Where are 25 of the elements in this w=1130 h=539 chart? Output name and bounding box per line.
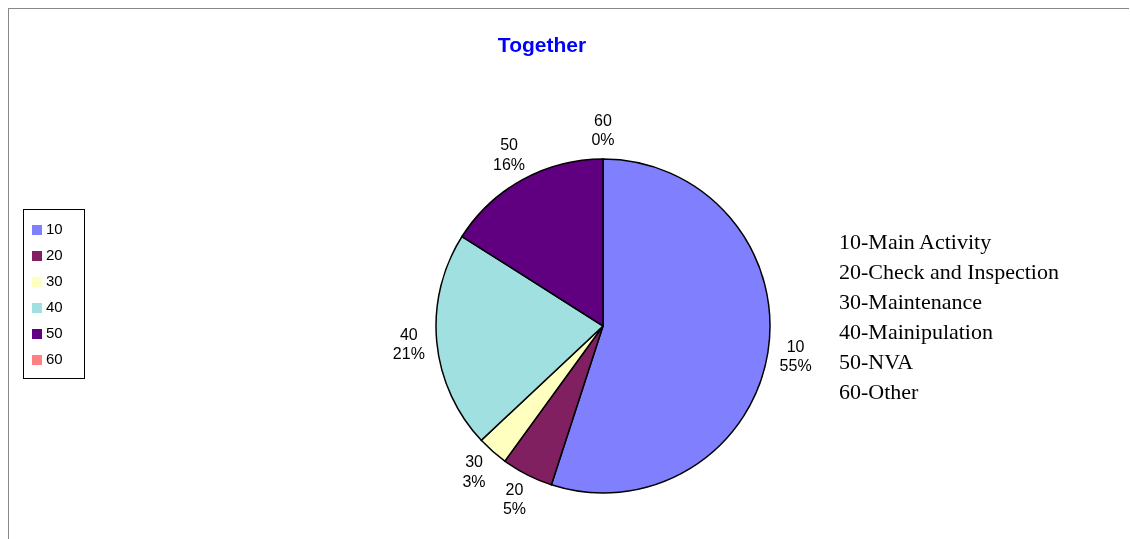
legend-label: 20 <box>46 246 63 263</box>
text: 20-Check and Inspection <box>839 258 1059 286</box>
chart-title: Together <box>496 33 588 57</box>
slice-label: 50 <box>500 136 519 154</box>
slice-label: 20 <box>505 480 524 498</box>
legend-label: 10 <box>46 220 63 237</box>
text: 60-Other <box>839 378 920 406</box>
text: 50-NVA <box>839 348 915 376</box>
legend-label: 50 <box>46 324 63 341</box>
data-label: 5% <box>502 500 527 518</box>
text: 40-Mainipulation <box>839 318 994 346</box>
data-label: 21% <box>392 344 425 362</box>
legend-label: 30 <box>46 272 63 289</box>
text: 30-Maintenance <box>839 288 983 316</box>
slice-label: 40 <box>399 325 418 343</box>
text: 10-Main Activity <box>839 228 993 256</box>
slice-label: 10 <box>786 337 805 355</box>
category-label: 60 <box>594 112 612 130</box>
data-label: 3% <box>462 472 486 490</box>
text: 0% <box>591 131 615 149</box>
slice-label: 30 <box>465 453 484 471</box>
data-label: 55% <box>779 356 812 374</box>
data-label: 16% <box>493 155 526 173</box>
legend-label: 60 <box>46 350 63 367</box>
legend-label: 40 <box>46 298 63 315</box>
